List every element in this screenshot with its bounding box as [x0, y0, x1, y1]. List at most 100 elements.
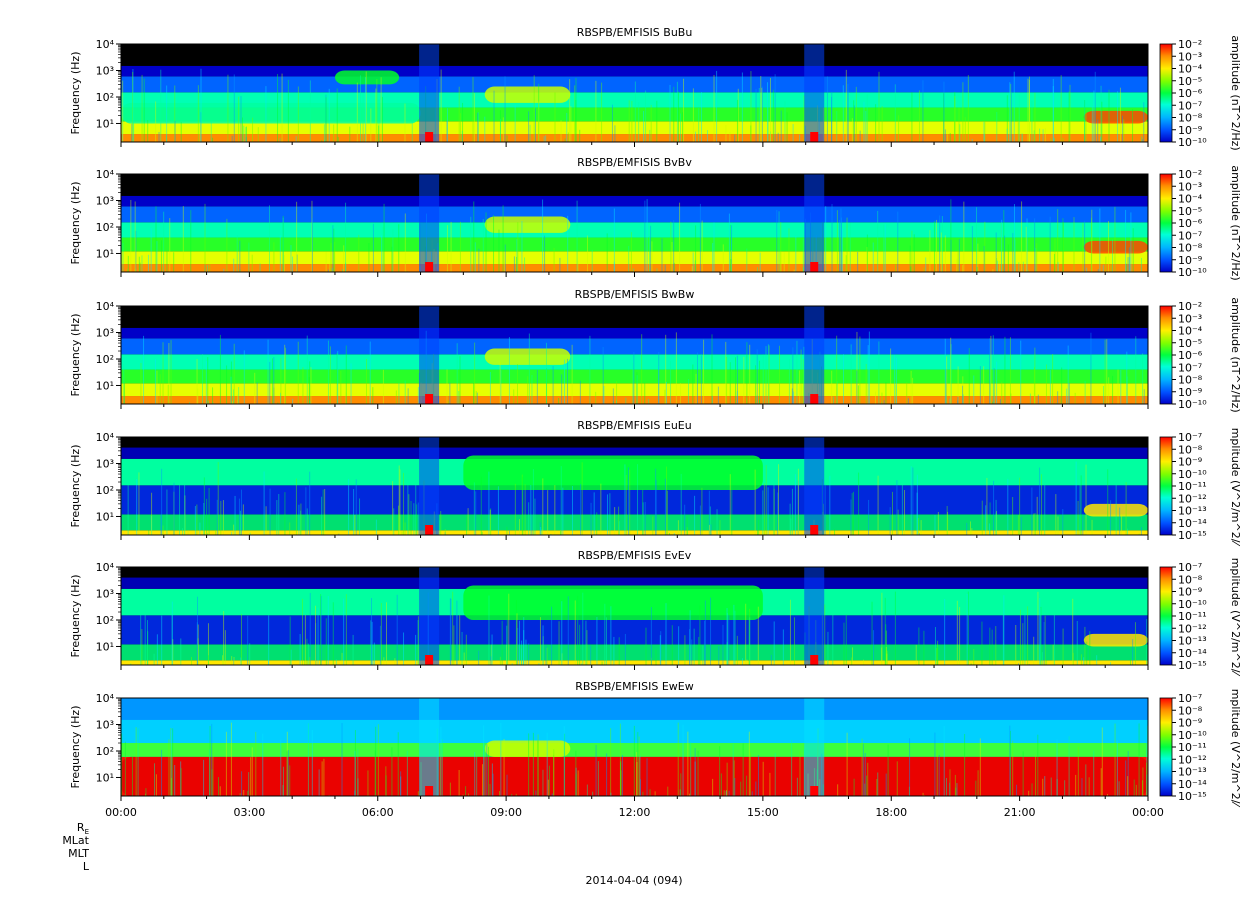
- spectrogram-texture: [123, 330, 1145, 404]
- colorbar-tick-label: 10⁻⁸: [1178, 573, 1203, 586]
- colorbar-tick-label: 10⁻¹⁵: [1178, 659, 1207, 672]
- emission-region: [484, 348, 571, 365]
- frequency-band: [121, 485, 1148, 515]
- perigee-column: [419, 44, 440, 142]
- frequency-band: [121, 354, 1148, 370]
- perigee-column: [419, 306, 440, 404]
- colorbar-tick-label: 10⁻⁶: [1178, 349, 1203, 362]
- colorbar-tick-label: 10⁻¹⁰: [1178, 136, 1207, 149]
- y-axis-label: Frequency (Hz): [69, 706, 82, 789]
- perigee-hotspot: [425, 655, 434, 665]
- y-tick-label: 10³: [96, 326, 114, 339]
- frequency-band: [121, 383, 1148, 397]
- spectrogram-panel: RBSPB/EMFISIS EwEw Frequency (Hz) 10¹ 10² 10…: [69, 680, 1242, 807]
- colorbar-tick-label: 10⁻¹⁴: [1178, 647, 1207, 660]
- colorbar-tick-label: 10⁻⁸: [1178, 112, 1203, 125]
- panel-title: RBSPB/EMFISIS BuBu: [577, 26, 693, 39]
- colorbar-tick-label: 10⁻²: [1178, 168, 1202, 181]
- colorbar-tick-label: 10⁻¹⁵: [1178, 529, 1207, 542]
- colorbar-tick-label: 10⁻³: [1178, 50, 1202, 63]
- frequency-band: [121, 615, 1148, 645]
- y-tick-label: 10²: [96, 484, 114, 497]
- colorbar-tick-label: 10⁻⁹: [1178, 717, 1202, 730]
- perigee-hotspot: [425, 525, 434, 535]
- frequency-band: [121, 251, 1148, 265]
- emission-region: [463, 455, 763, 490]
- x-tick-label: 12:00: [619, 806, 651, 819]
- emission-region: [484, 86, 571, 103]
- emission-region: [1083, 110, 1148, 124]
- frequency-band: [121, 264, 1148, 272]
- colorbar-tick-label: 10⁻⁶: [1178, 87, 1203, 100]
- spectrogram-panel: RBSPB/EMFISIS BuBu Frequency (Hz) 10¹ 10² 10…: [69, 26, 1242, 151]
- y-tick-label: 10³: [96, 718, 114, 731]
- perigee-column: [419, 567, 440, 665]
- frequency-band: [121, 719, 1148, 744]
- y-tick-label: 10¹: [96, 117, 114, 130]
- spectrogram-texture: [130, 591, 1148, 665]
- y-tick-label: 10³: [96, 587, 114, 600]
- x-tick-label: 03:00: [234, 806, 266, 819]
- colorbar-tick-label: 10⁻⁸: [1178, 704, 1203, 717]
- emission-region: [484, 216, 571, 233]
- x-tick-label: 21:00: [1004, 806, 1036, 819]
- colorbar: [1159, 566, 1173, 666]
- colorbar-tick-label: 10⁻¹⁵: [1178, 790, 1207, 803]
- emission-region: [1083, 240, 1148, 254]
- panel-title: RBSPB/EMFISIS EvEv: [578, 549, 692, 562]
- frequency-band: [121, 396, 1148, 404]
- panel-title: RBSPB/EMFISIS EwEw: [575, 680, 693, 693]
- y-axis-label: Frequency (Hz): [69, 182, 82, 265]
- perigee-hotspot: [425, 394, 434, 404]
- colorbar-tick-label: 10⁻¹³: [1178, 505, 1207, 518]
- colorbar-tick-label: 10⁻¹⁰: [1178, 398, 1207, 411]
- perigee-column: [804, 437, 825, 535]
- time-axis: 00:00 03:00 06:00 09:00 12:00 15:00 18:00 21:00…: [105, 806, 1164, 819]
- frequency-band: [121, 121, 1148, 135]
- y-tick-label: 10⁴: [96, 300, 115, 313]
- colorbar: [1159, 43, 1173, 143]
- frequency-band: [121, 514, 1148, 531]
- colorbar-tick-label: 10⁻¹¹: [1178, 741, 1207, 754]
- colorbar-label: amplitude (nT^2/Hz): [1229, 297, 1242, 412]
- perigee-hotspot: [425, 786, 434, 796]
- colorbar: [1159, 173, 1173, 273]
- colorbar: [1159, 697, 1173, 797]
- y-axis-label: Frequency (Hz): [69, 52, 82, 135]
- frequency-band: [121, 660, 1148, 665]
- perigee-hotspot: [425, 262, 434, 272]
- colorbar-tick-label: 10⁻⁶: [1178, 217, 1203, 230]
- frequency-band: [121, 327, 1148, 339]
- colorbar-tick-label: 10⁻¹⁰: [1178, 468, 1207, 481]
- perigee-hotspot: [810, 786, 819, 796]
- colorbar-tick-label: 10⁻⁷: [1178, 361, 1202, 374]
- spectrogram-texture: [120, 68, 1145, 142]
- colorbar-label: amplitude (nT^2/Hz): [1229, 165, 1242, 280]
- frequency-band: [121, 44, 1148, 66]
- y-axis-label: Frequency (Hz): [69, 445, 82, 528]
- colorbar-tick-label: 10⁻²: [1178, 38, 1202, 51]
- colorbar-label: amplitude (nT^2/Hz): [1229, 35, 1242, 150]
- colorbar-tick-label: 10⁻⁴: [1178, 63, 1203, 76]
- emission-region: [1083, 503, 1148, 517]
- colorbar-tick-label: 10⁻⁹: [1178, 456, 1202, 469]
- perigee-column: [804, 698, 825, 796]
- colorbar-tick-label: 10⁻³: [1178, 180, 1202, 193]
- colorbar-tick-label: 10⁻¹⁰: [1178, 598, 1207, 611]
- colorbar-tick-label: 10⁻⁸: [1178, 374, 1203, 387]
- emission-region: [334, 70, 400, 85]
- colorbar-label: mplitude (V^2/m^2/⁄: [1229, 558, 1242, 677]
- colorbar-tick-label: 10⁻⁹: [1178, 124, 1202, 137]
- perigee-column: [804, 306, 825, 404]
- y-tick-label: 10⁴: [96, 561, 115, 574]
- colorbar-tick-label: 10⁻⁴: [1178, 193, 1203, 206]
- colorbar: [1159, 305, 1173, 405]
- colorbar-tick-label: 10⁻¹⁰: [1178, 266, 1207, 279]
- frequency-band: [121, 338, 1148, 355]
- colorbar-tick-label: 10⁻⁸: [1178, 443, 1203, 456]
- frequency-band: [121, 76, 1148, 93]
- frequency-band: [121, 743, 1148, 757]
- colorbar-tick-label: 10⁻⁷: [1178, 561, 1202, 574]
- y-tick-label: 10³: [96, 457, 114, 470]
- ephemeris-label: MLT: [68, 847, 89, 860]
